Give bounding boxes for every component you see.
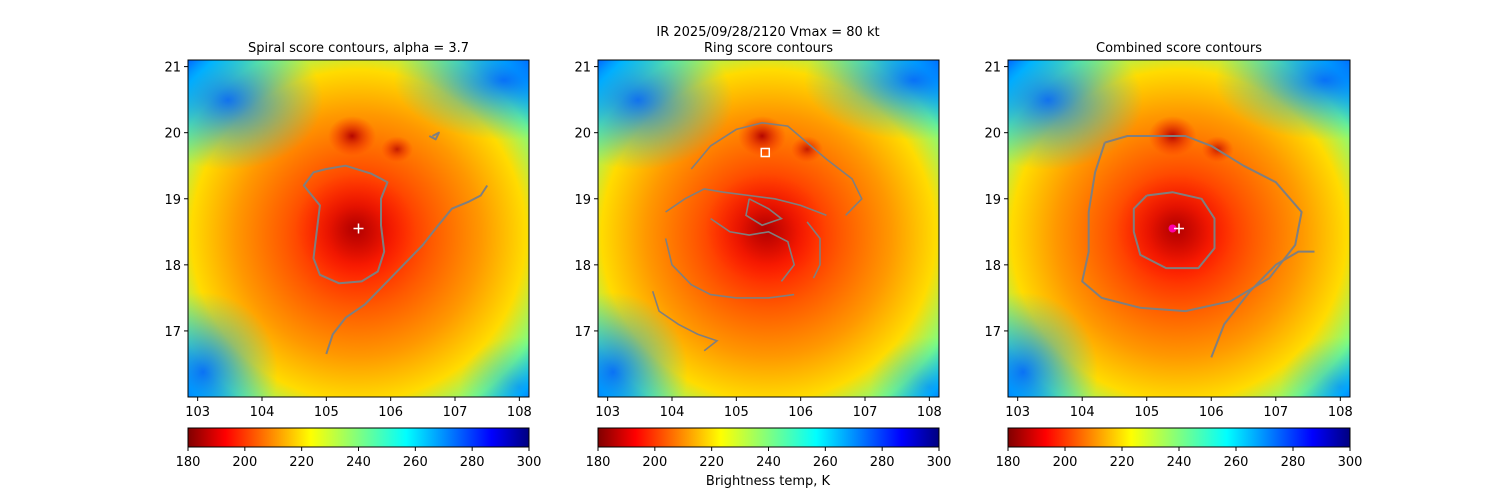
x-tick-label: 107 [853,405,878,420]
x-tick-label: 104 [250,405,275,420]
colorbar-tick-label: 280 [870,455,895,470]
x-tick-label: 105 [724,405,749,420]
y-tick-label: 21 [574,61,591,76]
x-tick-label: 106 [378,405,403,420]
y-tick-label: 20 [984,127,1001,142]
y-tick-label: 21 [164,61,181,76]
contour-line [651,291,719,352]
colorbar-tick-label: 220 [1110,455,1135,470]
alt-center-marker [1168,224,1177,233]
contour-line [690,121,863,216]
colorbar: 180 200 220 240 260 280 300 [586,427,952,470]
colorbar-tick-label: 280 [460,455,485,470]
colorbar: 180 200 220 240 260 280 300 [176,427,542,470]
colorbar-tick-label: 220 [289,455,314,470]
panel-3: Combined score contours 103 104 105 106 107 10… [984,41,1363,470]
colorbar-tick-label: 180 [176,455,201,470]
x-tick-label: 103 [185,405,210,420]
x-tick-label: 106 [1199,405,1224,420]
panel-title: Combined score contours [1096,41,1262,56]
x-tick-label: 103 [595,405,620,420]
y-tick-label: 19 [574,193,591,208]
x-tick-label: 108 [917,405,942,420]
colorbar-tick-label: 300 [927,455,952,470]
panel-title: Spiral score contours, alpha = 3.7 [248,41,469,56]
contours [651,121,863,352]
x-tick-label: 104 [1070,405,1095,420]
y-tick-label: 17 [164,325,181,340]
colorbar-tick-label: 260 [403,455,428,470]
colorbar-tick-label: 180 [586,455,611,470]
ir-image [1008,60,1350,397]
colorbar-tick-label: 180 [996,455,1021,470]
contour-line [664,238,795,299]
contour-line [1081,135,1303,313]
colorbar-tick-label: 200 [1053,455,1078,470]
colorbar-tick-label: 300 [1338,455,1363,470]
contour-line [665,188,827,217]
contour-line [302,164,389,285]
y-tick-label: 20 [164,127,181,142]
axes-frame [597,59,940,398]
x-tick-label: 108 [1328,405,1353,420]
colorbar-tick-label: 240 [346,455,371,470]
x-tick-label: 105 [1134,405,1159,420]
center-marker [1174,223,1184,234]
colorbar: 180 200 220 240 260 280 300 [996,427,1363,470]
contour-line [710,217,796,282]
contour-line [428,131,440,141]
contour-line [1132,191,1216,270]
y-tick-label: 18 [984,259,1001,274]
contour-line [325,184,489,355]
colorbar-tick-label: 240 [1167,455,1192,470]
colorbar-label: Brightness temp, K [706,474,831,489]
contour-line [1210,250,1315,358]
y-tick-label: 19 [984,193,1001,208]
axes-frame [1007,59,1351,398]
x-tick-label: 106 [788,405,813,420]
x-tick-label: 105 [314,405,339,420]
ir-image [598,60,939,397]
y-tick-label: 18 [164,259,181,274]
axes-frame [187,59,530,398]
colorbar-tick-label: 200 [642,455,667,470]
contour-line [806,221,821,279]
contours [1081,135,1315,358]
x-tick-label: 104 [660,405,685,420]
y-tick-label: 17 [984,325,1001,340]
colorbar-tick-label: 200 [232,455,257,470]
suptitle: IR 2025/09/28/2120 Vmax = 80 kt [656,25,879,40]
colorbar-tick-label: 280 [1281,455,1306,470]
ir-image [188,60,529,397]
y-tick-label: 18 [574,259,591,274]
x-tick-label: 107 [443,405,468,420]
colorbar-tick-label: 300 [517,455,542,470]
center-marker [760,147,771,158]
panel-1: Spiral score contours, alpha = 3.7 103 104… [164,41,542,470]
colorbar-tick-label: 220 [699,455,724,470]
y-tick-label: 17 [574,325,591,340]
colorbar-tick-label: 260 [1224,455,1249,470]
panel-2: Ring score contours 103 104 105 106 107 108 17 1… [574,41,952,470]
colorbar-tick-label: 240 [756,455,781,470]
contours [302,131,489,355]
y-tick-label: 21 [984,61,1001,76]
panel-title: Ring score contours [704,41,833,56]
colorbar-tick-label: 260 [813,455,838,470]
x-tick-label: 103 [1005,405,1030,420]
contour-line [745,198,784,227]
y-tick-label: 19 [164,193,181,208]
x-tick-label: 107 [1263,405,1288,420]
center-marker [353,223,364,234]
x-tick-label: 108 [507,405,532,420]
y-tick-label: 20 [574,127,591,142]
